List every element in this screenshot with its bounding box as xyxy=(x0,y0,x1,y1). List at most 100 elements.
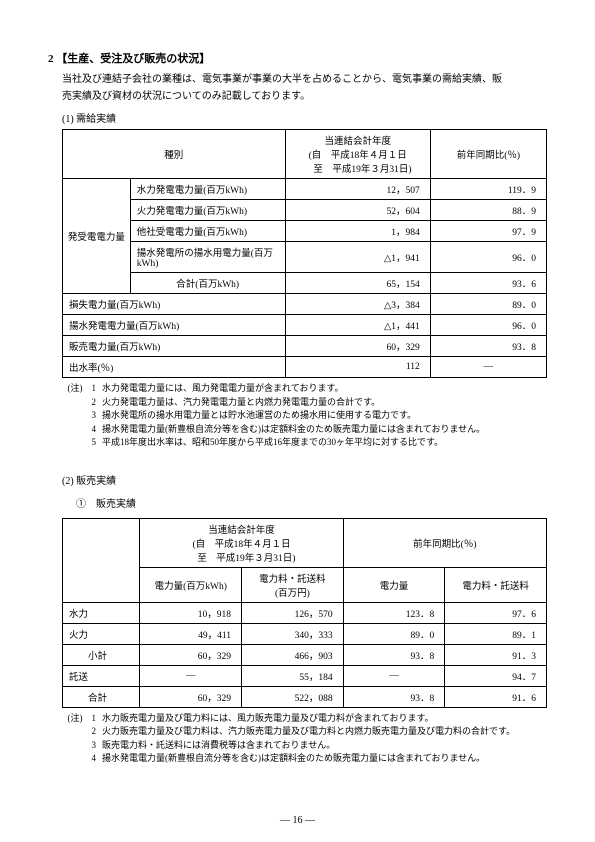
supply-demand-table: 種別 当連結会計年度 (自 平成18年４月１日 至 平成19年３月31日) 前年… xyxy=(62,129,547,378)
row-fee-yoy: 91．3 xyxy=(445,644,547,665)
row-val: 1，984 xyxy=(285,221,430,242)
row-yoy: 97．9 xyxy=(430,221,546,242)
row-qty-yoy: ― xyxy=(343,665,445,686)
th-yoy: 前年同期比(％) xyxy=(430,130,546,179)
th-fee: 電力料・託送料 (百万円) xyxy=(242,567,344,602)
th-period: 当連結会計年度 (自 平成18年４月１日 至 平成19年３月31日) xyxy=(285,130,430,179)
th-qty: 電力量(百万kWh) xyxy=(140,567,242,602)
note-num: 5 xyxy=(62,436,102,450)
subsection-2-title: (2) 販売実績 xyxy=(62,472,547,487)
row-label: 託送 xyxy=(63,665,140,686)
section-title-text: 【生産、受注及び販売の状況】 xyxy=(56,53,210,65)
note-text: 水力発電電力量には、風力発電電力量が含まれております。 xyxy=(102,382,344,396)
row-label: 火力 xyxy=(63,623,140,644)
row-yoy: 93．6 xyxy=(430,273,546,294)
th-yoy: 前年同期比(％) xyxy=(343,518,546,567)
section-number: 2 xyxy=(48,53,54,65)
row-label: 合計 xyxy=(63,686,140,707)
th-period-to: 至 平成19年３月31日) xyxy=(290,161,426,175)
row-qty-yoy: 89．0 xyxy=(343,623,445,644)
note-num: 4 xyxy=(62,423,102,437)
note-text: 揚水発電電力量(新豊根自流分等を含む)は定額料金のため販売電力量には含まれており… xyxy=(102,423,485,437)
th-period-label: 当連結会計年度 xyxy=(290,133,426,147)
th-fee2: 電力料・託送料 xyxy=(445,567,547,602)
row-qty: ― xyxy=(140,665,242,686)
row-fee: 55，184 xyxy=(242,665,344,686)
row-val: △3，384 xyxy=(285,294,430,315)
row-yoy: 88．9 xyxy=(430,200,546,221)
row-fee-yoy: 89．1 xyxy=(445,623,547,644)
row-qty-yoy: 93．8 xyxy=(343,644,445,665)
row-label: 合計(百万kWh) xyxy=(130,273,285,294)
row-label: 揚水発電所の揚水用電力量(百万kWh) xyxy=(130,242,285,273)
note-text: 揚水発電電力量(新豊根自流分等を含む)は定額料金のため販売電力量には含まれており… xyxy=(102,752,485,766)
sales-table: 当連結会計年度 (自 平成18年４月１日 至 平成19年３月31日) 前年同期比… xyxy=(62,518,547,708)
row-val: 12，507 xyxy=(285,179,430,200)
subsection-2-subtitle: ① 販売実績 xyxy=(76,495,547,510)
th-qty2: 電力量 xyxy=(343,567,445,602)
note-num: 4 xyxy=(62,752,102,766)
row-fee: 466，903 xyxy=(242,644,344,665)
row-label: 水力 xyxy=(63,602,140,623)
row-fee-yoy: 91．6 xyxy=(445,686,547,707)
th-period-to: 至 平成19年３月31日) xyxy=(144,550,338,564)
th-type: 種別 xyxy=(63,130,286,179)
row-label: 損失電力量(百万kWh) xyxy=(63,294,286,315)
note-text: 販売電力料・託送料には消費税等は含まれておりません。 xyxy=(102,739,335,753)
row-yoy: 119．9 xyxy=(430,179,546,200)
intro-line-2: 売実績及び資材の状況についてのみ記載しております。 xyxy=(62,89,547,104)
note-num: 2 xyxy=(62,396,102,410)
row-label: 出水率(％) xyxy=(63,357,286,378)
row-qty: 10，918 xyxy=(140,602,242,623)
page-number: ― 16 ― xyxy=(0,815,595,826)
row-fee: 522，088 xyxy=(242,686,344,707)
row-fee: 340，333 xyxy=(242,623,344,644)
note-text: 火力発電電力量は、汽力発電電力量と内燃力発電電力量の合計です。 xyxy=(102,396,380,410)
row-fee-yoy: 94．7 xyxy=(445,665,547,686)
th-period-from: (自 平成18年４月１日 xyxy=(144,536,338,550)
row-label: 水力発電電力量(百万kWh) xyxy=(130,179,285,200)
row-yoy: 96．0 xyxy=(430,242,546,273)
row-val: △1，941 xyxy=(285,242,430,273)
note-num: 3 xyxy=(62,409,102,423)
th-period: 当連結会計年度 (自 平成18年４月１日 至 平成19年３月31日) xyxy=(140,518,343,567)
row-yoy: 93．8 xyxy=(430,336,546,357)
row-label: 小計 xyxy=(63,644,140,665)
row-label: 揚水発電電力量(百万kWh) xyxy=(63,315,286,336)
row-qty: 60，329 xyxy=(140,686,242,707)
intro-line-1: 当社及び連結子会社の業種は、電気事業が事業の大半を占めることから、電気事業の需給… xyxy=(62,72,547,87)
note-prefix: (注) 1 xyxy=(62,712,102,726)
row-val: 112 xyxy=(285,357,430,378)
row-val: 52，604 xyxy=(285,200,430,221)
row-yoy: 89．0 xyxy=(430,294,546,315)
note-text: 水力販売電力量及び電力料には、風力販売電力量及び電力料が含まれております。 xyxy=(102,712,434,726)
notes-block-1: (注) 1水力発電電力量には、風力発電電力量が含まれております。 2火力発電電力… xyxy=(62,382,547,450)
row-qty-yoy: 123．8 xyxy=(343,602,445,623)
row-label: 他社受電電力量(百万kWh) xyxy=(130,221,285,242)
th-period-label: 当連結会計年度 xyxy=(144,522,338,536)
note-text: 火力販売電力量及び電力料は、汽力販売電力量及び電力料と内燃力販売電力量及び電力料… xyxy=(102,725,515,739)
th-period-from: (自 平成18年４月１日 xyxy=(290,147,426,161)
row-yoy: 96．0 xyxy=(430,315,546,336)
row-label: 火力発電電力量(百万kWh) xyxy=(130,200,285,221)
note-prefix: (注) 1 xyxy=(62,382,102,396)
row-fee: 126，570 xyxy=(242,602,344,623)
row-val: 60，329 xyxy=(285,336,430,357)
note-num: 3 xyxy=(62,739,102,753)
note-text: 平成18年度出水率は、昭和50年度から平成16年度までの30ヶ年平均に対する比で… xyxy=(102,436,443,450)
row-qty-yoy: 93．8 xyxy=(343,686,445,707)
section-title: 2 【生産、受注及び販売の状況】 xyxy=(48,50,547,66)
row-val: 65，154 xyxy=(285,273,430,294)
row-qty: 49，411 xyxy=(140,623,242,644)
notes-block-2: (注) 1水力販売電力量及び電力料には、風力販売電力量及び電力料が含まれておりま… xyxy=(62,712,547,766)
note-text: 揚水発電所の揚水用電力量とは貯水池運営のため揚水用に使用する電力です。 xyxy=(102,409,416,423)
note-num: 2 xyxy=(62,725,102,739)
subsection-1-title: (1) 需給実績 xyxy=(62,110,547,125)
row-yoy: ― xyxy=(430,357,546,378)
row-qty: 60，329 xyxy=(140,644,242,665)
row-label: 販売電力量(百万kWh) xyxy=(63,336,286,357)
rowgroup-label: 発受電電力量 xyxy=(63,179,131,294)
row-val: △1，441 xyxy=(285,315,430,336)
row-fee-yoy: 97．6 xyxy=(445,602,547,623)
th-blank xyxy=(63,518,140,602)
